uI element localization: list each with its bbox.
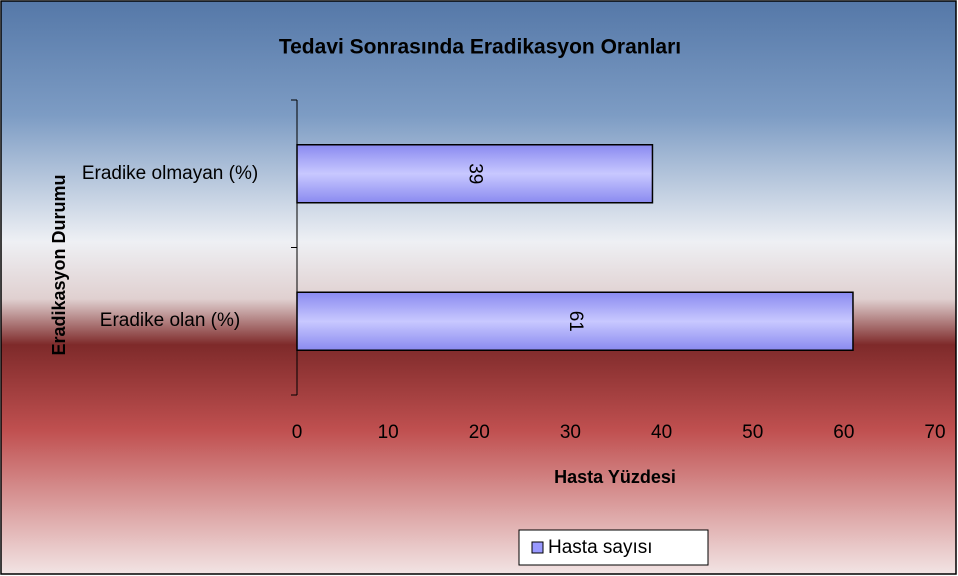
x-tick-label: 20 — [469, 422, 490, 443]
legend-label: Hasta sayısı — [548, 537, 653, 558]
x-tick-label: 40 — [651, 422, 672, 443]
x-axis-title: Hasta Yüzdesi — [554, 467, 676, 487]
x-tick-label: 70 — [924, 422, 945, 443]
x-tick-label: 10 — [378, 422, 399, 443]
y-tick-label: Eradike olmayan (%) — [81, 162, 259, 184]
legend-box — [518, 529, 709, 566]
legend-swatch — [531, 541, 544, 554]
chart-title: Tedavi Sonrasında Eradikasyon Oranları — [279, 36, 681, 59]
data-label: 61 — [565, 311, 586, 332]
bar — [296, 291, 854, 351]
x-tick-label: 0 — [292, 422, 303, 443]
data-label: 39 — [465, 163, 486, 184]
bar — [296, 144, 654, 204]
x-tick-label: 50 — [742, 422, 763, 443]
y-tick-label: Eradike olan (%) — [99, 310, 241, 332]
x-tick-label: 30 — [560, 422, 581, 443]
y-axis-title: Eradikasyon Durumu — [49, 174, 69, 355]
x-tick-label: 60 — [833, 422, 854, 443]
